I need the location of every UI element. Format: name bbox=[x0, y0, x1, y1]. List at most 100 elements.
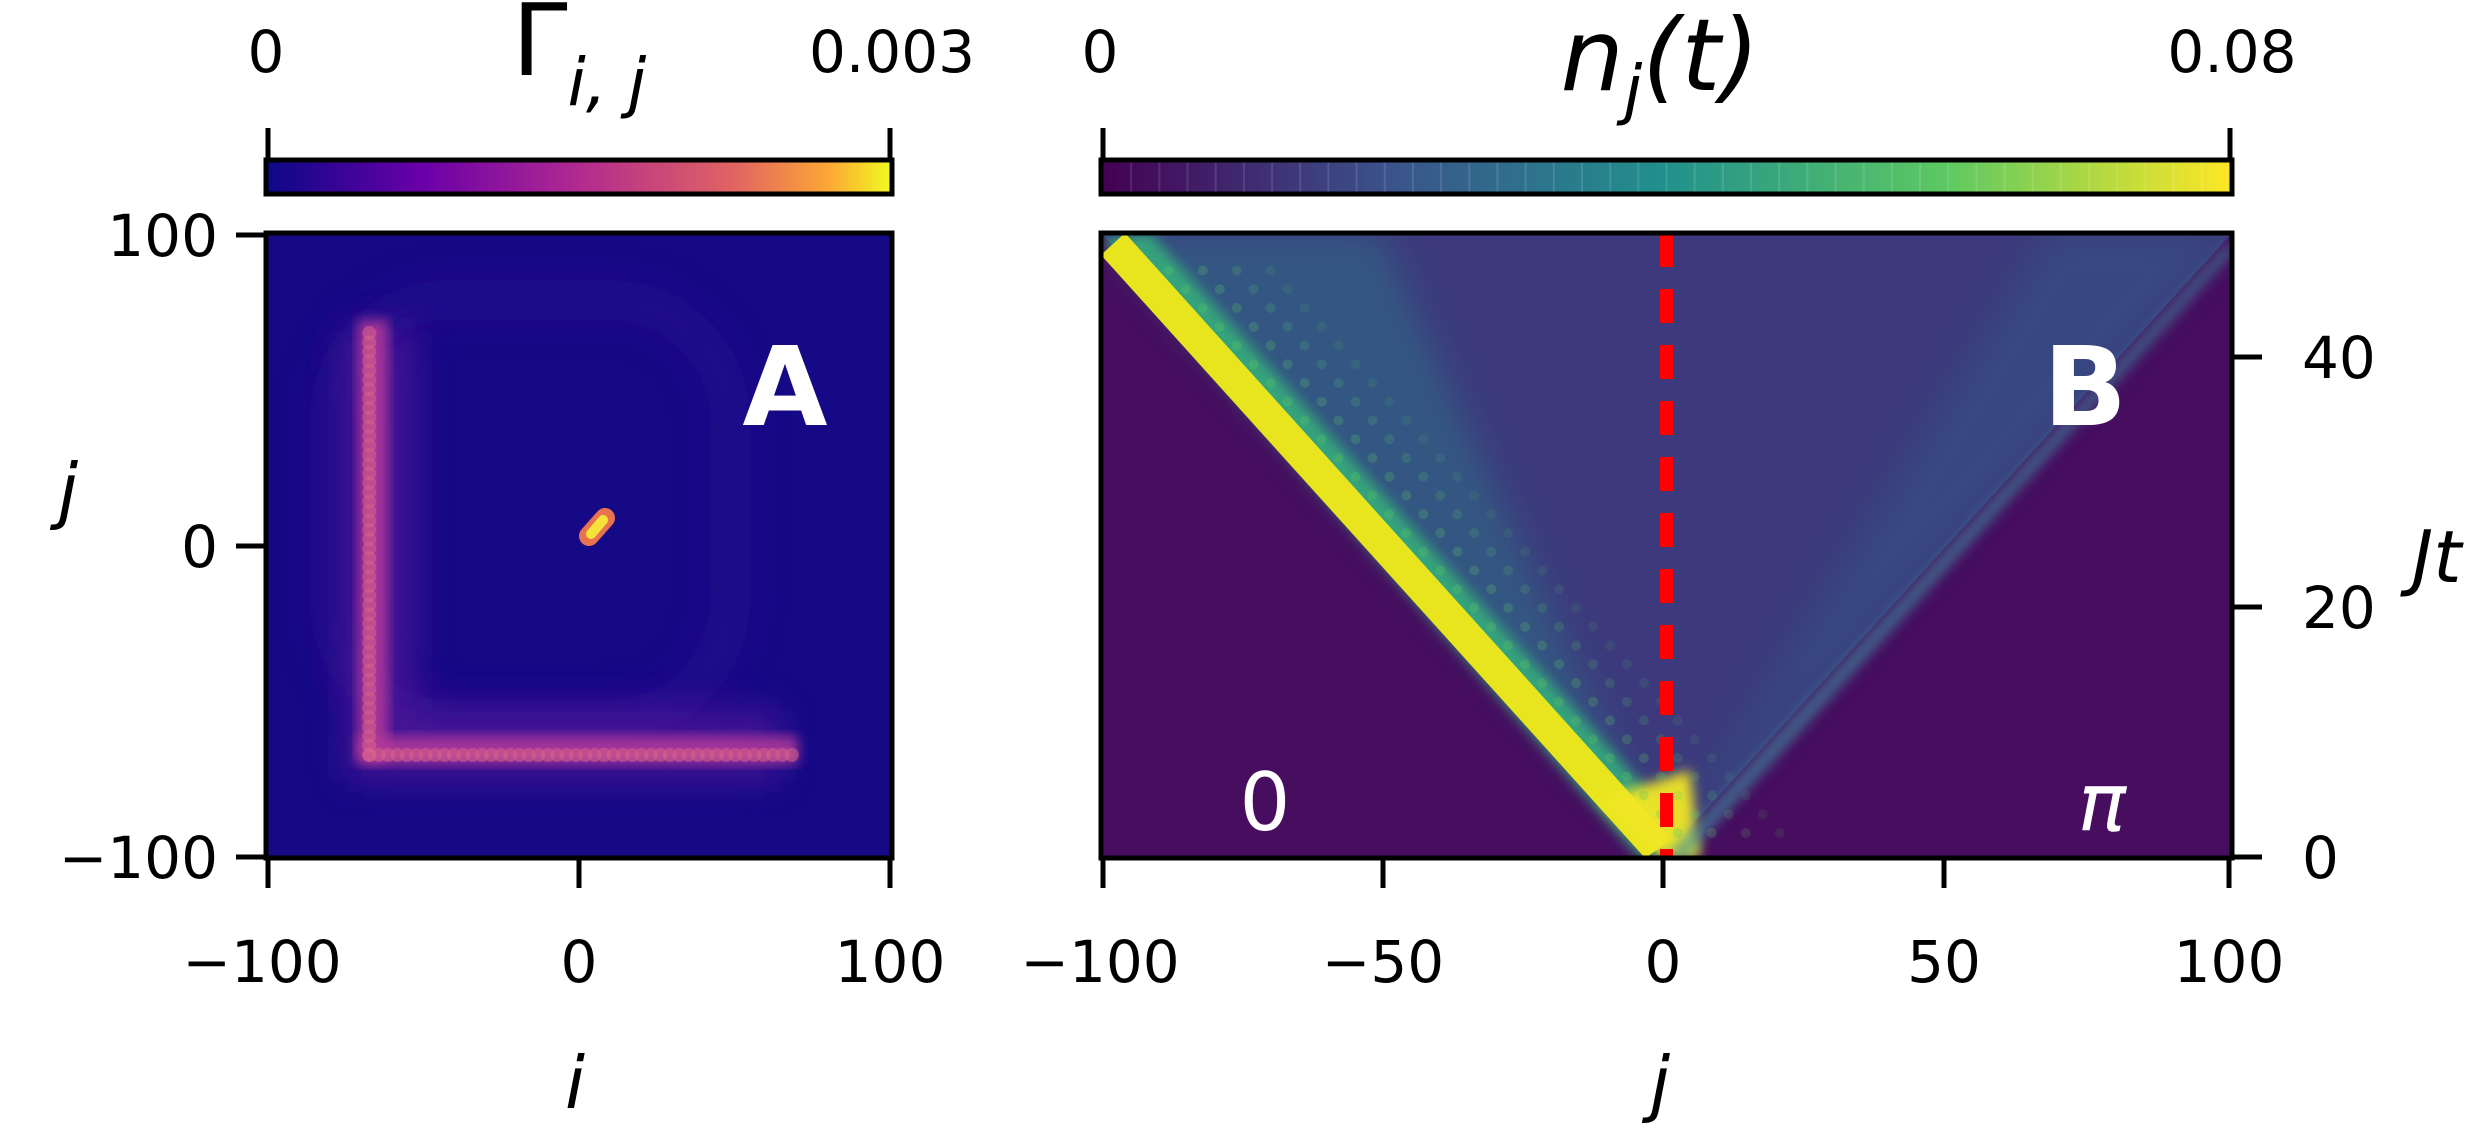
heatmap-b-frame bbox=[1098, 230, 2235, 861]
x-tick-label-b: −50 bbox=[1322, 928, 1444, 996]
cone-dot bbox=[1638, 715, 1649, 726]
axes-b: −100 −50 0 50 100 0 20 40 j Jt bbox=[1020, 324, 2464, 1125]
cone-dot bbox=[1587, 659, 1598, 670]
heatmap-b-left-edge bbox=[1101, 233, 1672, 858]
x-axis-label-b: j bbox=[1641, 1041, 1670, 1125]
x-tick-label-b: 50 bbox=[1907, 928, 1981, 996]
cone-dot bbox=[1655, 771, 1666, 782]
cone-dot bbox=[1621, 734, 1632, 745]
cone-dot bbox=[1418, 434, 1429, 445]
cone-dot bbox=[1689, 809, 1700, 820]
colorbar-a-frame bbox=[263, 157, 895, 197]
cone-dot bbox=[1571, 678, 1582, 688]
colorbar-a-title: Γi, j bbox=[512, 0, 647, 121]
cone-dot bbox=[1435, 565, 1446, 576]
cone-dot bbox=[1469, 603, 1480, 613]
cone-dot bbox=[1401, 528, 1412, 538]
cone-dot bbox=[1503, 528, 1514, 538]
cone-dot bbox=[1452, 471, 1463, 482]
heatmap-a-peak-core bbox=[586, 515, 608, 539]
cone-dot bbox=[1520, 659, 1531, 670]
cone-dot bbox=[1333, 340, 1344, 351]
x-tick-label-b: 100 bbox=[2174, 928, 2285, 996]
cone-dot bbox=[1248, 321, 1259, 332]
cone-dot bbox=[1282, 396, 1293, 407]
heatmap-a-band-dots bbox=[362, 326, 799, 762]
band-dot bbox=[362, 326, 377, 340]
colorbar-a-title-sub: i, j bbox=[568, 44, 647, 121]
y-axis-label-b: Jt bbox=[2400, 515, 2464, 599]
cone-dot bbox=[1316, 359, 1327, 370]
cone-dot bbox=[1503, 603, 1514, 613]
panel-a: 0 0.003 Γi, j A bbox=[49, 0, 975, 1125]
cone-dot bbox=[1435, 490, 1446, 501]
cone-dot bbox=[1706, 790, 1717, 801]
cone-dot bbox=[1486, 584, 1497, 595]
cone-dot bbox=[1231, 303, 1242, 313]
colorbar-b-title-tail: (t) bbox=[1642, 0, 1759, 114]
cone-dot bbox=[1571, 640, 1582, 651]
cone-dot bbox=[1367, 415, 1378, 426]
cone-dot bbox=[1554, 696, 1565, 707]
cone-dot bbox=[1316, 434, 1327, 445]
y-tick-label-a: 0 bbox=[181, 513, 218, 581]
cone-dot bbox=[1503, 565, 1514, 576]
cone-dot bbox=[1537, 640, 1548, 651]
cone-dot bbox=[1452, 584, 1463, 595]
cone-dot bbox=[1418, 509, 1429, 520]
cone-dot bbox=[1604, 715, 1615, 726]
cone-dot bbox=[1537, 565, 1548, 576]
cone-dot bbox=[1672, 715, 1683, 726]
cone-dot bbox=[1469, 490, 1480, 501]
x-tick-label-a: 100 bbox=[835, 928, 946, 996]
cone-dot bbox=[1265, 378, 1276, 388]
cone-dot bbox=[1706, 828, 1717, 838]
y-tick-label-b: 40 bbox=[2302, 324, 2376, 392]
cone-dot bbox=[1401, 453, 1412, 463]
cone-dot bbox=[1486, 621, 1497, 632]
cone-dot bbox=[1282, 321, 1293, 332]
cone-dot bbox=[1367, 453, 1378, 463]
y-tick-label-b: 20 bbox=[2302, 574, 2376, 642]
cone-dot bbox=[1520, 546, 1531, 557]
cone-dot bbox=[1672, 828, 1683, 838]
cone-dot bbox=[1520, 584, 1531, 595]
cone-dot bbox=[1299, 415, 1310, 426]
band-dot bbox=[784, 747, 799, 762]
heatmap-a: A bbox=[266, 233, 892, 858]
colorbar-b-min-label: 0 bbox=[1082, 18, 1119, 86]
cone-dot bbox=[1265, 340, 1276, 351]
cone-dot bbox=[1367, 490, 1378, 501]
cone-dot bbox=[1214, 284, 1225, 295]
cone-dot bbox=[1537, 603, 1548, 613]
cone-dot bbox=[1740, 790, 1751, 801]
cone-dot bbox=[1333, 415, 1344, 426]
x-tick-label-a: 0 bbox=[561, 928, 598, 996]
cone-dot bbox=[1384, 434, 1395, 445]
x-tick-label-b: −100 bbox=[1020, 928, 1179, 996]
x-axis-label-a: i bbox=[565, 1041, 585, 1125]
cone-dot bbox=[1452, 509, 1463, 520]
cone-dot bbox=[1486, 509, 1497, 520]
cone-dot bbox=[1418, 471, 1429, 482]
cone-dot bbox=[1350, 434, 1361, 445]
cone-dot bbox=[1638, 790, 1649, 801]
cone-dot bbox=[1774, 828, 1785, 838]
cone-dot bbox=[1350, 359, 1361, 370]
region-label-zero: 0 bbox=[1240, 756, 1291, 849]
panel-b: 0 0.08 nj(t) B 0 π bbox=[1020, 0, 2464, 1125]
cone-dot bbox=[1282, 284, 1293, 295]
cone-dot bbox=[1452, 546, 1463, 557]
cone-dot bbox=[1638, 678, 1649, 688]
heatmap-b: B 0 π bbox=[1101, 233, 2232, 858]
cone-dot bbox=[1740, 828, 1751, 838]
cone-dot bbox=[1621, 659, 1632, 670]
colorbar-b-max-label: 0.08 bbox=[2167, 18, 2296, 86]
colorbar-a-title-main: Γ bbox=[512, 0, 568, 99]
y-tick-label-a: −100 bbox=[59, 824, 218, 892]
cone-dot bbox=[1282, 359, 1293, 370]
cone-dot bbox=[1723, 809, 1734, 820]
cone-dot bbox=[1299, 340, 1310, 351]
cone-dot bbox=[1384, 509, 1395, 520]
